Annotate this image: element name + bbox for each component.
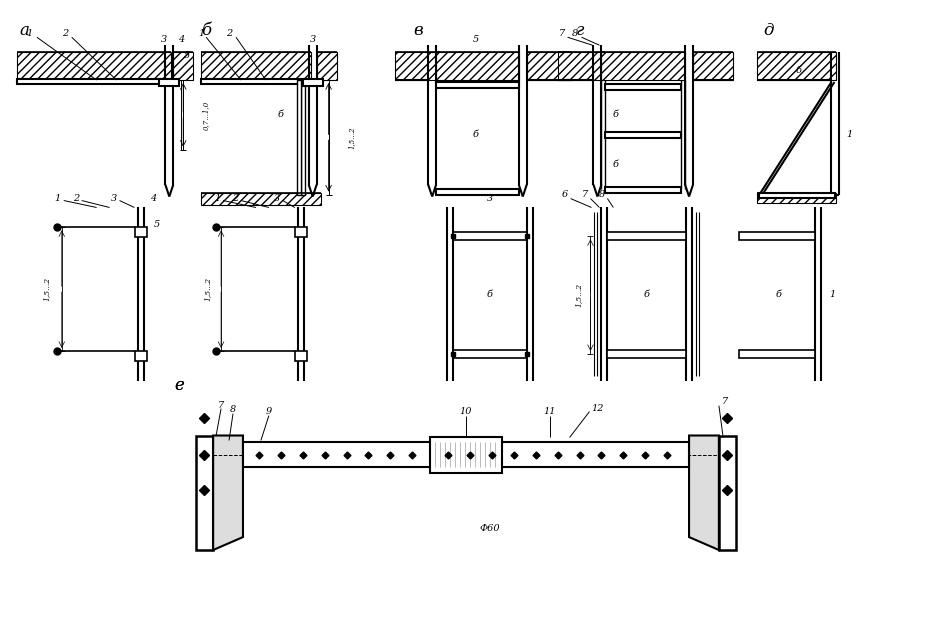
Text: 1,5...2: 1,5...2 — [203, 277, 211, 301]
Bar — [607, 350, 685, 358]
Bar — [557, 52, 605, 80]
Text: 11: 11 — [543, 407, 555, 416]
Text: 3: 3 — [110, 194, 117, 203]
Bar — [526, 52, 571, 80]
Text: б: б — [642, 290, 649, 299]
Bar — [693, 52, 732, 80]
Text: 4: 4 — [178, 35, 184, 44]
Text: 1: 1 — [54, 194, 61, 203]
Text: 0,7...1,0: 0,7...1,0 — [202, 100, 210, 129]
Bar — [302, 79, 322, 86]
Bar — [242, 442, 688, 468]
Bar — [756, 52, 836, 80]
Text: 1: 1 — [845, 130, 852, 139]
Text: в: в — [413, 22, 422, 39]
Text: 7: 7 — [721, 397, 727, 406]
Text: а: а — [19, 22, 29, 39]
Bar — [739, 350, 814, 358]
Polygon shape — [688, 435, 718, 550]
Text: б: б — [277, 110, 284, 119]
Text: 8: 8 — [229, 405, 236, 414]
Bar — [136, 351, 147, 361]
Bar — [196, 435, 212, 550]
Text: 1,5...2: 1,5...2 — [574, 283, 582, 307]
Text: 9: 9 — [266, 407, 271, 416]
Text: б: б — [473, 130, 478, 139]
Text: б: б — [795, 66, 800, 75]
Text: 1: 1 — [828, 290, 835, 299]
Text: д: д — [763, 22, 773, 39]
Bar — [758, 193, 835, 198]
Text: б: б — [612, 110, 618, 119]
Bar — [300, 80, 304, 194]
Text: 7: 7 — [580, 190, 587, 199]
Text: 8: 8 — [571, 29, 578, 38]
Text: б: б — [487, 290, 492, 299]
Text: б: б — [612, 160, 618, 169]
Text: 1: 1 — [27, 29, 33, 38]
Text: 4: 4 — [150, 194, 156, 203]
Bar — [605, 84, 680, 90]
Bar — [295, 227, 306, 238]
Bar — [295, 351, 306, 361]
Text: 1,5...2: 1,5...2 — [43, 277, 51, 301]
Text: 1: 1 — [213, 194, 220, 203]
Text: 5: 5 — [183, 51, 190, 60]
Text: 3: 3 — [487, 194, 492, 203]
Text: г: г — [575, 22, 583, 39]
Bar — [605, 132, 680, 138]
Bar — [17, 52, 171, 80]
Bar — [453, 232, 526, 240]
Text: 5: 5 — [473, 35, 478, 44]
Bar — [435, 82, 519, 88]
Bar — [395, 52, 440, 80]
Bar — [316, 52, 336, 80]
Bar — [159, 79, 179, 86]
Text: 3: 3 — [309, 35, 315, 44]
Bar — [430, 437, 502, 473]
Bar — [201, 52, 311, 80]
Text: 1,5...2: 1,5...2 — [347, 126, 355, 149]
Bar — [173, 52, 193, 80]
Text: 2: 2 — [231, 194, 238, 203]
Text: б: б — [775, 290, 781, 299]
Text: 10: 10 — [460, 407, 472, 416]
Text: 2: 2 — [72, 194, 79, 203]
Text: 7: 7 — [558, 29, 564, 38]
Bar — [739, 232, 814, 240]
Text: 3: 3 — [273, 194, 280, 203]
Text: 12: 12 — [591, 404, 603, 413]
Text: е: е — [174, 377, 184, 394]
Bar — [136, 227, 147, 238]
Bar — [435, 189, 519, 194]
Text: Ф60: Ф60 — [479, 524, 500, 533]
Bar — [607, 232, 685, 240]
Bar — [756, 193, 836, 202]
Bar — [17, 79, 171, 84]
Text: 6: 6 — [561, 190, 567, 199]
Bar — [201, 193, 320, 205]
Bar — [453, 350, 526, 358]
Polygon shape — [212, 435, 242, 550]
Text: 2: 2 — [62, 29, 67, 38]
Bar — [297, 80, 300, 194]
Text: е: е — [174, 377, 184, 394]
Text: 7: 7 — [218, 401, 224, 410]
Text: 5: 5 — [154, 220, 160, 229]
Bar — [201, 79, 311, 84]
Text: б: б — [201, 22, 211, 39]
Bar — [718, 435, 735, 550]
Text: 2: 2 — [226, 29, 232, 38]
Text: 3: 3 — [161, 35, 168, 44]
Text: 8: 8 — [599, 190, 605, 199]
Bar — [605, 187, 680, 193]
Bar — [435, 52, 519, 80]
Bar — [601, 52, 684, 80]
Text: 1: 1 — [197, 29, 204, 38]
